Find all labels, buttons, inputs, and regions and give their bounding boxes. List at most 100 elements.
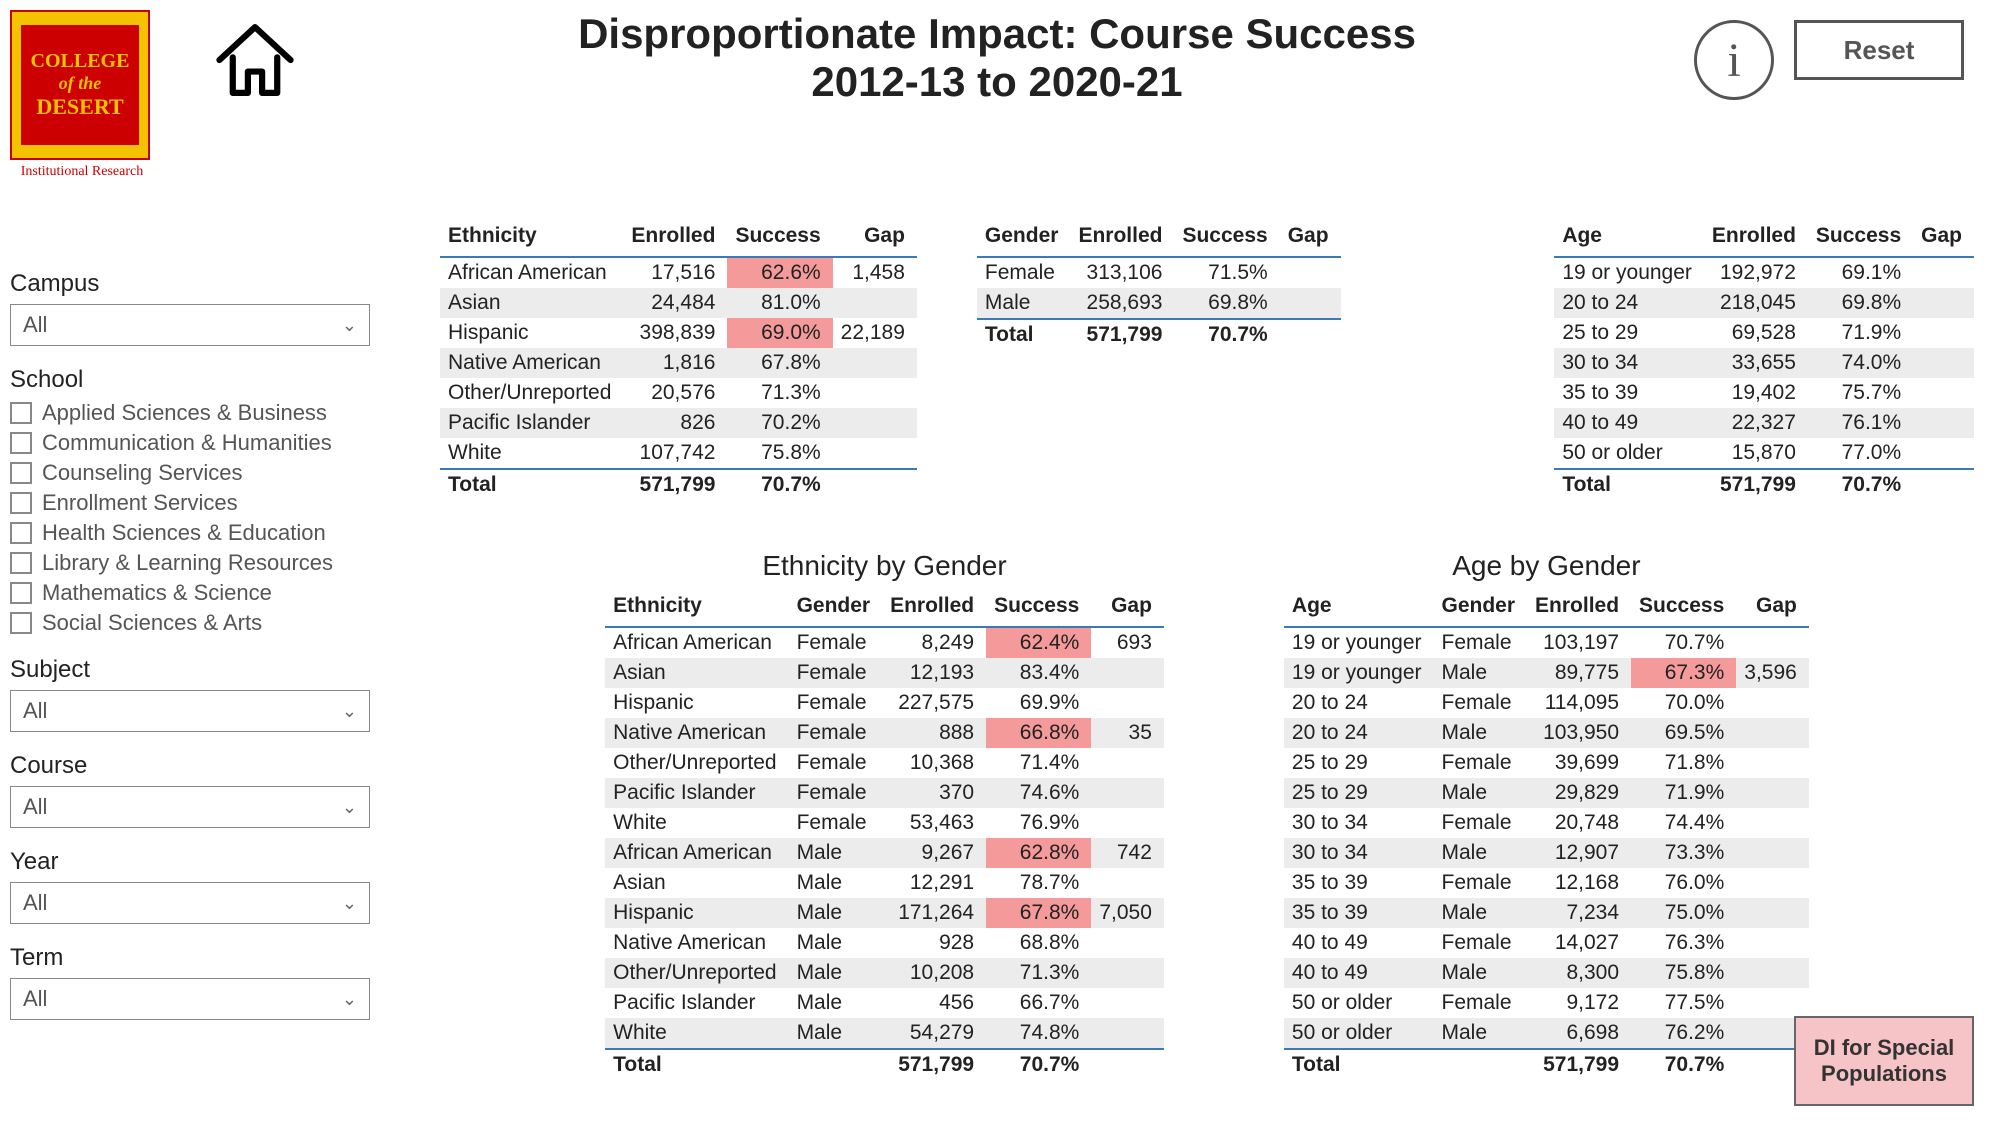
- table-row: African AmericanMale9,26762.8%742: [605, 838, 1164, 868]
- table-cell: Female: [789, 778, 883, 808]
- school-checkbox-item[interactable]: Mathematics & Science: [10, 580, 380, 606]
- table-cell: 30 to 34: [1554, 348, 1704, 378]
- table-cell: 12,168: [1527, 868, 1631, 898]
- table-cell: 15,870: [1704, 438, 1808, 469]
- table-row: 35 to 39Male7,23475.0%: [1284, 898, 1809, 928]
- school-checkbox-item[interactable]: Communication & Humanities: [10, 430, 380, 456]
- column-header: Gender: [1434, 590, 1528, 627]
- table-cell: 12,907: [1527, 838, 1631, 868]
- term-dropdown[interactable]: All ⌄: [10, 978, 370, 1020]
- table-cell: White: [440, 438, 623, 469]
- table-cell: [833, 469, 917, 500]
- table-row: Pacific IslanderMale45666.7%: [605, 988, 1164, 1018]
- ethnicity-by-gender-title: Ethnicity by Gender: [605, 550, 1164, 582]
- table-cell: 107,742: [623, 438, 727, 469]
- table-cell: [1736, 627, 1809, 658]
- table-cell: 30 to 34: [1284, 838, 1434, 868]
- table-row: 19 or youngerFemale103,19770.7%: [1284, 627, 1809, 658]
- table-cell: 69.5%: [1631, 718, 1736, 748]
- table-cell: 54,279: [882, 1018, 986, 1049]
- column-header: Success: [1808, 220, 1913, 257]
- school-checkbox-item[interactable]: Enrollment Services: [10, 490, 380, 516]
- info-icon[interactable]: i: [1694, 20, 1774, 100]
- chevron-down-icon: ⌄: [342, 701, 357, 722]
- table-cell: [1913, 318, 1974, 348]
- table-row: Native AmericanMale92868.8%: [605, 928, 1164, 958]
- table-cell: 40 to 49: [1284, 928, 1434, 958]
- year-dropdown[interactable]: All ⌄: [10, 882, 370, 924]
- column-header: Enrolled: [882, 590, 986, 627]
- school-checkbox-item[interactable]: Health Sciences & Education: [10, 520, 380, 546]
- table-cell: Male: [1434, 718, 1528, 748]
- table-cell: 70.0%: [1631, 688, 1736, 718]
- table-cell: 258,693: [1070, 288, 1174, 319]
- table-cell: [1280, 288, 1341, 319]
- table-cell: Pacific Islander: [605, 988, 788, 1018]
- table-row: AsianFemale12,19383.4%: [605, 658, 1164, 688]
- table-cell: 75.8%: [727, 438, 832, 469]
- chevron-down-icon: ⌄: [342, 797, 357, 818]
- reset-button[interactable]: Reset: [1794, 20, 1964, 80]
- table-cell: 7,234: [1527, 898, 1631, 928]
- table-cell: 571,799: [1070, 319, 1174, 350]
- table-cell: 571,799: [1527, 1049, 1631, 1080]
- school-checkbox-item[interactable]: Social Sciences & Arts: [10, 610, 380, 636]
- table-cell: 33,655: [1704, 348, 1808, 378]
- table-cell: 62.6%: [727, 257, 832, 288]
- campus-dropdown[interactable]: All ⌄: [10, 304, 370, 346]
- table-cell: 29,829: [1527, 778, 1631, 808]
- di-special-populations-button[interactable]: DI for Special Populations: [1794, 1016, 1974, 1106]
- table-cell: [1091, 1049, 1164, 1080]
- table-cell: Total: [1554, 469, 1704, 500]
- filter-label-school: School: [10, 366, 380, 394]
- table-cell: [1736, 688, 1809, 718]
- table-cell: 25 to 29: [1284, 778, 1434, 808]
- table-cell: 71.3%: [986, 958, 1091, 988]
- table-cell: Male: [1434, 658, 1528, 688]
- table-cell: [1091, 688, 1164, 718]
- table-row: Male258,69369.8%: [977, 288, 1341, 319]
- table-cell: 74.0%: [1808, 348, 1913, 378]
- table-cell: 103,197: [1527, 627, 1631, 658]
- subject-dropdown[interactable]: All ⌄: [10, 690, 370, 732]
- table-row: 30 to 34Female20,74874.4%: [1284, 808, 1809, 838]
- table-cell: 888: [882, 718, 986, 748]
- table-cell: 71.3%: [727, 378, 832, 408]
- table-cell: [1736, 778, 1809, 808]
- filter-label-subject: Subject: [10, 656, 380, 684]
- column-header: Gap: [833, 220, 917, 257]
- table-row: WhiteFemale53,46376.9%: [605, 808, 1164, 838]
- table-cell: Hispanic: [440, 318, 623, 348]
- table-cell: Male: [1434, 898, 1528, 928]
- table-cell: 69.9%: [986, 688, 1091, 718]
- table-cell: 398,839: [623, 318, 727, 348]
- table-cell: [1091, 868, 1164, 898]
- table-cell: 70.7%: [1631, 1049, 1736, 1080]
- table-cell: 12,193: [882, 658, 986, 688]
- table-cell: Male: [1434, 958, 1528, 988]
- table-cell: [1913, 438, 1974, 469]
- chevron-down-icon: ⌄: [342, 893, 357, 914]
- school-checkbox-item[interactable]: Applied Sciences & Business: [10, 400, 380, 426]
- table-cell: 370: [882, 778, 986, 808]
- column-header: Age: [1554, 220, 1704, 257]
- table-cell: 8,249: [882, 627, 986, 658]
- school-checkbox-item[interactable]: Library & Learning Resources: [10, 550, 380, 576]
- column-header: Gender: [789, 590, 883, 627]
- table-cell: [1736, 988, 1809, 1018]
- table-row: WhiteMale54,27974.8%: [605, 1018, 1164, 1049]
- course-dropdown[interactable]: All ⌄: [10, 786, 370, 828]
- table-cell: Female: [789, 808, 883, 838]
- school-checkbox-item[interactable]: Counseling Services: [10, 460, 380, 486]
- school-option-label: Mathematics & Science: [42, 580, 272, 606]
- table-row: Other/UnreportedFemale10,36871.4%: [605, 748, 1164, 778]
- column-header: Ethnicity: [605, 590, 788, 627]
- table-cell: 928: [882, 928, 986, 958]
- table-cell: Male: [789, 928, 883, 958]
- table-total-row: Total571,79970.7%: [1284, 1049, 1809, 1080]
- table-cell: 171,264: [882, 898, 986, 928]
- ethnicity-table: EthnicityEnrolledSuccessGapAfrican Ameri…: [440, 220, 917, 500]
- table-cell: [1091, 988, 1164, 1018]
- table-cell: [1736, 958, 1809, 988]
- table-cell: [1091, 958, 1164, 988]
